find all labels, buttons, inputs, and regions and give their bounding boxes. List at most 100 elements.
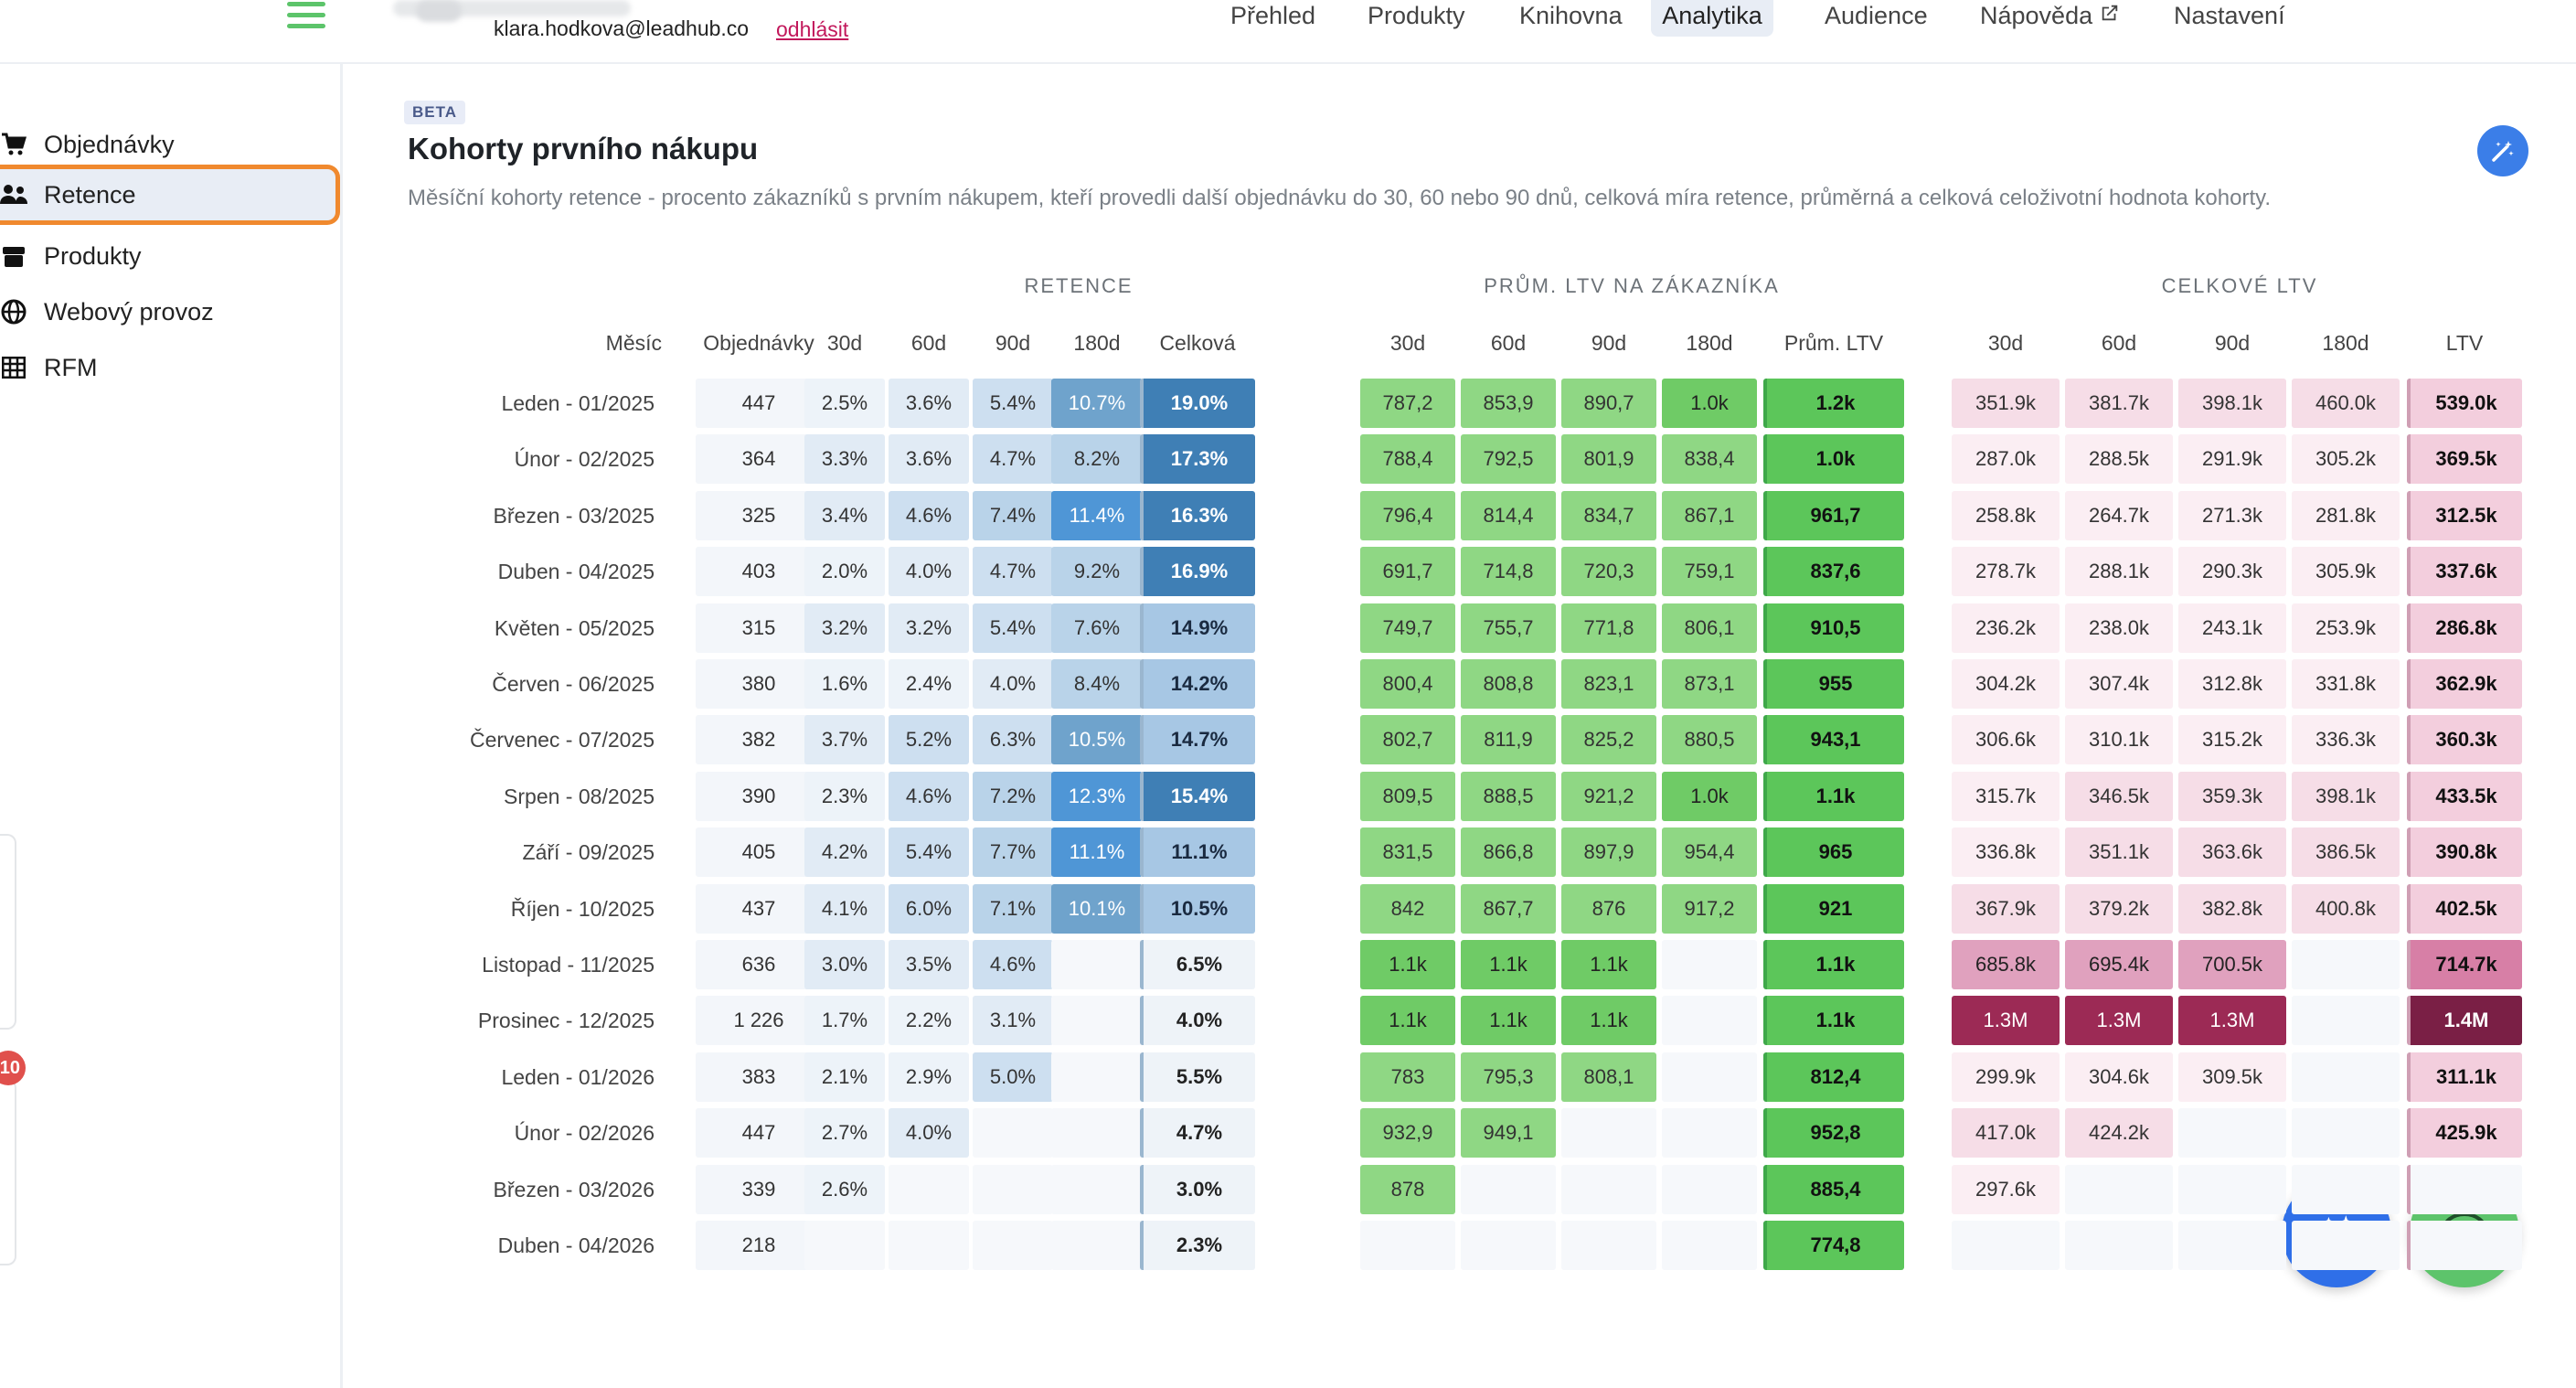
column-header-retention-0[interactable]: 30d [826, 331, 863, 355]
menu-icon[interactable] [287, 2, 325, 29]
notification-badge[interactable]: 10 [0, 1051, 26, 1085]
column-header-retention-1[interactable]: 60d [910, 331, 947, 355]
tot-cell: 287.0k [1952, 434, 2060, 485]
nav-audience[interactable]: Audience [1825, 2, 1928, 29]
ret-cell: 10.5% [1051, 715, 1143, 765]
avg-cell: 802,7 [1360, 715, 1455, 765]
avg-cell: 1.1k [1461, 996, 1556, 1046]
tot-cell [2292, 1164, 2400, 1214]
column-header-retention-2[interactable]: 90d [995, 331, 1031, 355]
column-header-avg_ltv-3[interactable]: 180d [1686, 331, 1733, 355]
side-panel-edge[interactable] [0, 1079, 16, 1265]
row-month-label: Srpen - 08/2025 [504, 784, 655, 808]
avg-cell: 801,9 [1561, 434, 1656, 485]
sidebar-item-retence[interactable]: Retence [0, 165, 340, 225]
tot-cell: 299.9k [1952, 1052, 2060, 1102]
tot-cell: 288.5k [2065, 434, 2173, 485]
avg-cell: 921,2 [1561, 771, 1656, 821]
ret-cell: 7.7% [973, 827, 1053, 878]
avg-cell: 783 [1360, 1052, 1455, 1102]
tot-cell: 288.1k [2065, 547, 2173, 597]
avg-cell [1561, 1164, 1656, 1214]
avg-cell: 1.1k [1360, 996, 1455, 1046]
row-month-label: Červen - 06/2025 [492, 672, 655, 696]
avg-cell: 792,5 [1461, 434, 1556, 485]
avg-cell [1662, 1108, 1757, 1158]
tot-cell: 306.6k [1952, 715, 2060, 765]
avg-cell: 831,5 [1360, 827, 1455, 878]
ret-cell-total: 5.5% [1140, 1052, 1255, 1102]
tot-cell: 281.8k [2292, 490, 2400, 540]
column-header-month[interactable]: Měsíc [605, 331, 662, 355]
column-header-retention-4[interactable]: Celková [1159, 331, 1236, 355]
tot-cell: 312.8k [2178, 659, 2286, 709]
sidebar-item-rfm[interactable]: RFM [0, 345, 340, 390]
column-header-retention-3[interactable]: 180d [1073, 331, 1121, 355]
ret-cell: 5.2% [889, 715, 969, 765]
tot-cell: 351.1k [2065, 827, 2173, 878]
avg-cell: 806,1 [1662, 603, 1757, 653]
nav-knihovna[interactable]: Knihovna [1519, 2, 1623, 29]
column-header-avg_ltv-2[interactable]: 90d [1591, 331, 1627, 355]
ret-cell: 8.4% [1051, 659, 1143, 709]
column-header-avg_ltv-1[interactable]: 60d [1490, 331, 1527, 355]
tot-cell: 304.2k [1952, 659, 2060, 709]
avg-cell: 867,7 [1461, 883, 1556, 934]
ret-cell: 2.7% [804, 1108, 885, 1158]
tot-cell-total: 433.5k [2407, 771, 2522, 821]
tot-cell: 264.7k [2065, 490, 2173, 540]
orders-cell: 1 226 [696, 996, 822, 1046]
nav-nastaveni[interactable]: Nastavení [2174, 2, 2285, 29]
side-panel-edge[interactable] [0, 834, 16, 1030]
avg-cell: 795,3 [1461, 1052, 1556, 1102]
avg-cell [1662, 1221, 1757, 1270]
avg-cell: 787,2 [1360, 379, 1455, 428]
nav-analytika[interactable]: Analytika [1651, 0, 1773, 37]
sidebar-item-objednavky[interactable]: Objednávky [0, 122, 340, 167]
ret-cell [889, 1164, 969, 1214]
row-month-label: Květen - 05/2025 [494, 615, 655, 640]
tot-cell [2292, 996, 2400, 1046]
nav-napoveda[interactable]: Nápověda [1967, 0, 2133, 37]
logout-link[interactable]: odhlásit [776, 17, 849, 41]
avg-cell: 755,7 [1461, 603, 1556, 653]
avg-cell: 788,4 [1360, 434, 1455, 485]
ret-cell: 3.6% [889, 379, 969, 428]
nav-prehled[interactable]: Přehled [1230, 2, 1316, 29]
ret-cell: 8.2% [1051, 434, 1143, 485]
column-header-orders[interactable]: Objednávky [703, 331, 814, 355]
ret-cell-total: 14.9% [1140, 603, 1255, 653]
sidebar-item-produkty[interactable]: Produkty [0, 233, 340, 279]
tot-cell: 336.8k [1952, 827, 2060, 878]
nav-produkty[interactable]: Produkty [1368, 2, 1465, 29]
column-header-avg_ltv-4[interactable]: Prům. LTV [1783, 331, 1884, 355]
ret-cell: 3.7% [804, 715, 885, 765]
ret-cell: 4.2% [804, 827, 885, 878]
avg-cell: 853,9 [1461, 379, 1556, 428]
ret-cell [889, 1221, 969, 1270]
column-header-total_ltv-2[interactable]: 90d [2214, 331, 2251, 355]
tot-cell: 290.3k [2178, 547, 2286, 597]
avg-cell: 890,7 [1561, 379, 1656, 428]
sidebar-item-webovy-provoz[interactable]: Webový provoz [0, 289, 340, 335]
orders-cell: 380 [696, 659, 822, 709]
tot-cell: 346.5k [2065, 771, 2173, 821]
tot-cell: 297.6k [1952, 1164, 2060, 1214]
globe-icon [0, 298, 27, 326]
tot-cell: 278.7k [1952, 547, 2060, 597]
tot-cell: 398.1k [2178, 379, 2286, 428]
column-header-total_ltv-4[interactable]: LTV [2445, 331, 2484, 355]
row-month-label: Leden - 01/2025 [501, 391, 655, 415]
grid-icon [0, 354, 27, 381]
column-header-total_ltv-3[interactable]: 180d [2322, 331, 2369, 355]
ret-cell-total: 4.7% [1140, 1108, 1255, 1158]
column-header-total_ltv-1[interactable]: 60d [2101, 331, 2137, 355]
sidebar-item-label: Objednávky [44, 130, 175, 158]
column-header-total_ltv-0[interactable]: 30d [1987, 331, 2024, 355]
tot-cell: 305.2k [2292, 434, 2400, 485]
orders-cell: 218 [696, 1221, 822, 1270]
ret-cell: 3.2% [804, 603, 885, 653]
column-header-avg_ltv-0[interactable]: 30d [1389, 331, 1426, 355]
avg-cell: 811,9 [1461, 715, 1556, 765]
magic-wand-button[interactable] [2477, 125, 2528, 176]
